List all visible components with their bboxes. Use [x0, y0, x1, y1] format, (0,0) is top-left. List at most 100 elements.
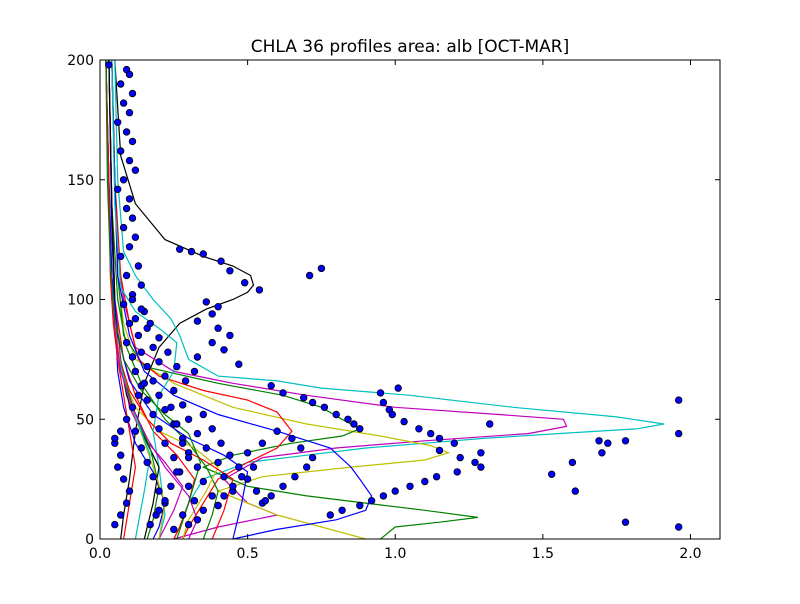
data-point: [326, 511, 334, 519]
scatter-points: [105, 61, 683, 534]
y-tick-label: 50: [76, 412, 94, 428]
data-point: [297, 444, 305, 452]
data-point: [116, 147, 125, 155]
data-point: [167, 482, 175, 490]
profile-line-6: [111, 60, 293, 539]
data-point: [675, 429, 683, 438]
data-point: [279, 389, 287, 397]
data-point: [453, 468, 461, 476]
data-point: [122, 338, 131, 347]
data-point: [193, 463, 202, 471]
data-point: [164, 348, 172, 356]
data-point: [388, 410, 396, 419]
data-point: [134, 391, 143, 399]
data-point: [193, 353, 202, 361]
data-point: [170, 525, 178, 534]
data-point: [220, 492, 228, 500]
data-point: [421, 477, 429, 486]
data-point: [167, 403, 175, 411]
data-point: [208, 338, 216, 347]
data-point: [199, 506, 207, 514]
data-point: [155, 487, 163, 495]
profile-lines: [105, 60, 665, 539]
data-point: [208, 310, 216, 318]
data-point: [435, 434, 444, 443]
data-point: [131, 367, 140, 376]
data-point: [214, 501, 222, 510]
data-point: [243, 475, 252, 483]
data-point: [155, 506, 163, 514]
data-point: [149, 473, 157, 481]
data-point: [308, 398, 317, 407]
data-point: [116, 80, 125, 88]
data-point: [155, 334, 163, 342]
x-tick-label: 2.0: [679, 546, 701, 562]
data-point: [125, 70, 134, 79]
data-point: [338, 506, 346, 514]
profile-line-14: [108, 60, 160, 539]
data-point: [125, 319, 134, 328]
data-point: [161, 372, 169, 380]
y-tick-label: 100: [67, 293, 94, 309]
data-point: [131, 315, 140, 323]
data-point: [137, 281, 145, 289]
data-point: [161, 497, 169, 505]
data-point: [548, 470, 556, 478]
data-point: [305, 271, 314, 280]
data-point: [621, 518, 630, 526]
data-point: [116, 511, 125, 519]
data-point: [432, 473, 441, 481]
data-point: [119, 475, 128, 483]
data-point: [173, 420, 181, 428]
x-tick-label: 1.0: [384, 546, 406, 562]
profile-line-10: [111, 60, 178, 539]
data-point: [471, 458, 479, 467]
data-point: [214, 303, 222, 311]
data-point: [226, 331, 234, 340]
data-point: [155, 425, 163, 433]
data-point: [435, 446, 444, 455]
data-point: [146, 319, 154, 328]
data-point: [303, 463, 311, 471]
data-point: [119, 99, 128, 107]
data-point: [391, 487, 399, 495]
data-point: [125, 487, 134, 495]
data-point: [128, 214, 137, 222]
data-point: [137, 305, 145, 313]
data-point: [317, 264, 326, 273]
data-point: [128, 353, 137, 361]
data-point: [119, 223, 128, 232]
data-point: [125, 243, 134, 251]
data-point: [125, 108, 134, 117]
data-point: [161, 439, 169, 447]
data-point: [128, 137, 137, 146]
data-point: [149, 343, 157, 352]
data-point: [175, 245, 184, 253]
data-point: [379, 398, 388, 407]
data-point: [116, 252, 125, 261]
data-point: [226, 267, 234, 275]
data-point: [258, 439, 267, 447]
x-tick-label: 1.5: [532, 546, 554, 562]
data-point: [208, 492, 216, 500]
data-point: [113, 463, 122, 471]
data-point: [113, 118, 122, 126]
data-point: [320, 403, 329, 411]
data-point: [477, 449, 485, 457]
data-point: [113, 185, 122, 193]
data-point: [111, 520, 119, 529]
data-point: [249, 463, 258, 471]
data-point: [131, 233, 140, 241]
data-point: [137, 348, 145, 356]
y-tick-label: 0: [85, 532, 94, 548]
data-point: [190, 367, 199, 376]
data-point: [450, 439, 458, 447]
x-tick-label: 0.0: [89, 546, 111, 562]
data-point: [184, 415, 193, 423]
axis-ticks: 0.0 0.5 1.0 1.5 2.0 0 50 100 150 200: [67, 53, 720, 562]
data-point: [427, 429, 435, 438]
data-point: [128, 403, 137, 411]
data-point: [675, 396, 683, 404]
data-point: [170, 453, 178, 462]
data-point: [122, 128, 131, 136]
